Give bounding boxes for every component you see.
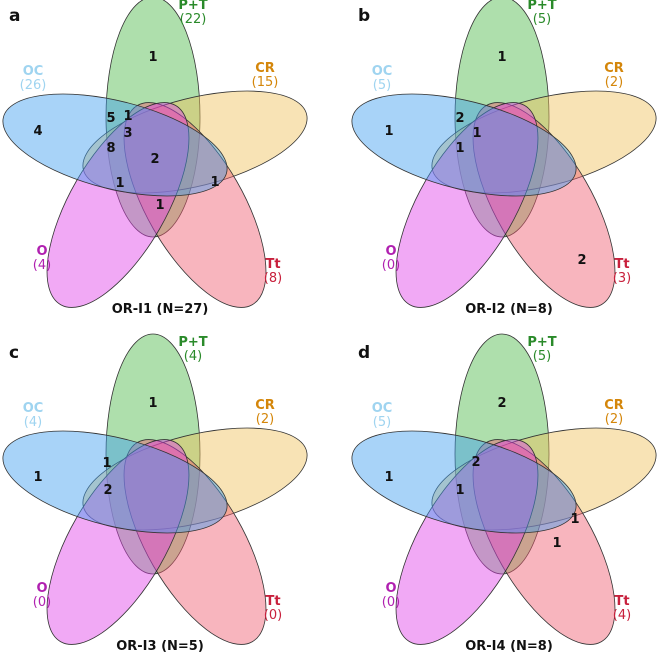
set-count-pt: (5) — [533, 12, 551, 27]
set-label-oc: OC — [372, 401, 393, 416]
set-label-pt: P+T — [178, 335, 207, 350]
set-count-o: (0) — [33, 595, 51, 610]
set-label-o: O — [36, 581, 47, 596]
set-count-oc: (5) — [373, 78, 391, 93]
region-count: 1 — [497, 50, 506, 65]
panel-title: OR-I3 (N=5) — [116, 639, 204, 654]
panel-title: OR-I4 (N=8) — [465, 639, 553, 654]
set-label-tt: Tt — [614, 257, 629, 272]
set-count-oc: (5) — [373, 415, 391, 430]
set-ellipse-pt — [105, 333, 201, 575]
set-label-o: O — [385, 581, 396, 596]
region-count: 2 — [497, 396, 506, 411]
set-ellipse-o — [46, 439, 190, 645]
set-ellipse-oc — [2, 430, 228, 534]
region-count: 2 — [471, 455, 480, 470]
region-count: 3 — [123, 126, 132, 141]
set-label-cr: CR — [255, 61, 275, 76]
set-ellipse-oc — [351, 93, 577, 197]
region-count: 2 — [577, 253, 586, 268]
set-label-cr: CR — [604, 61, 624, 76]
panel-letter: d — [358, 343, 370, 363]
set-count-tt: (4) — [613, 608, 631, 623]
set-count-o: (0) — [382, 258, 400, 273]
region-count: 1 — [102, 456, 111, 471]
set-ellipse-pt — [105, 0, 201, 238]
region-count: 1 — [384, 470, 393, 485]
set-label-cr: CR — [604, 398, 624, 413]
set-count-cr: (2) — [256, 412, 274, 427]
set-count-pt: (22) — [180, 12, 207, 27]
set-ellipse-oc — [2, 93, 228, 197]
set-count-oc: (26) — [20, 78, 47, 93]
panel-title: OR-I2 (N=8) — [465, 302, 553, 317]
panel-title: OR-I1 (N=27) — [112, 302, 209, 317]
region-count: 1 — [552, 536, 561, 551]
set-count-tt: (3) — [613, 271, 631, 286]
set-count-cr: (2) — [605, 75, 623, 90]
set-count-cr: (2) — [605, 412, 623, 427]
set-count-tt: (0) — [264, 608, 282, 623]
set-count-pt: (5) — [533, 349, 551, 364]
region-count: 8 — [106, 141, 115, 156]
set-count-tt: (8) — [264, 271, 282, 286]
panel-letter: a — [9, 6, 20, 26]
set-ellipse-o — [395, 439, 539, 645]
region-count: 4 — [33, 124, 42, 139]
region-count: 1 — [384, 124, 393, 139]
set-label-cr: CR — [255, 398, 275, 413]
set-label-tt: Tt — [265, 594, 280, 609]
region-count: 1 — [455, 141, 464, 156]
region-count: 2 — [103, 483, 112, 498]
set-label-oc: OC — [23, 64, 44, 79]
set-label-tt: Tt — [265, 257, 280, 272]
set-label-oc: OC — [23, 401, 44, 416]
set-ellipse-o — [46, 102, 190, 308]
set-label-tt: Tt — [614, 594, 629, 609]
set-ellipse-pt — [454, 333, 550, 575]
panel-letter: c — [9, 343, 19, 363]
set-count-pt: (4) — [184, 349, 202, 364]
set-ellipse-o — [395, 102, 539, 308]
set-label-pt: P+T — [178, 0, 207, 13]
set-ellipse-oc — [351, 430, 577, 534]
region-count: 1 — [115, 176, 124, 191]
set-label-oc: OC — [372, 64, 393, 79]
region-count: 1 — [570, 512, 579, 527]
set-count-oc: (4) — [24, 415, 42, 430]
region-count: 1 — [472, 126, 481, 141]
set-label-pt: P+T — [527, 335, 556, 350]
set-ellipse-pt — [454, 0, 550, 238]
region-count: 1 — [123, 109, 132, 124]
region-count: 1 — [155, 198, 164, 213]
region-count: 1 — [210, 175, 219, 190]
panel-letter: b — [358, 6, 370, 26]
region-count: 5 — [106, 111, 115, 126]
set-count-o: (4) — [33, 258, 51, 273]
set-label-pt: P+T — [527, 0, 556, 13]
region-count: 2 — [150, 152, 159, 167]
region-count: 1 — [455, 483, 464, 498]
set-label-o: O — [385, 244, 396, 259]
set-label-o: O — [36, 244, 47, 259]
set-count-o: (0) — [382, 595, 400, 610]
region-count: 1 — [148, 50, 157, 65]
region-count: 2 — [455, 111, 464, 126]
region-count: 1 — [33, 470, 42, 485]
region-count: 1 — [148, 396, 157, 411]
set-count-cr: (15) — [252, 75, 279, 90]
